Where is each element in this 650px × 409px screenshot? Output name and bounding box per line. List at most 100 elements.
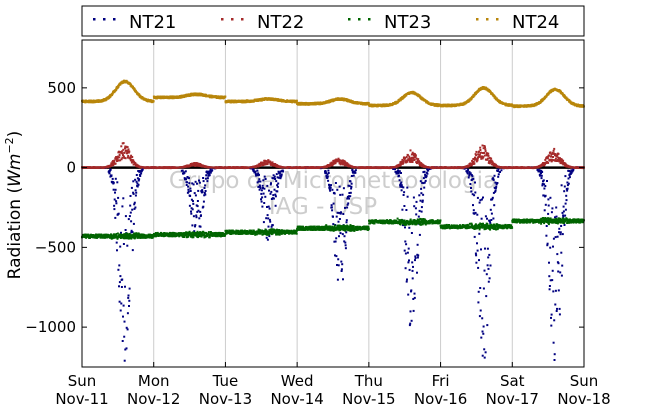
data-point bbox=[126, 244, 129, 247]
data-point bbox=[465, 226, 468, 228]
data-point bbox=[495, 228, 498, 231]
data-point bbox=[206, 235, 208, 238]
data-point bbox=[181, 234, 183, 236]
data-point bbox=[336, 278, 339, 281]
data-point bbox=[122, 304, 125, 307]
data-point bbox=[345, 228, 348, 231]
data-point bbox=[196, 205, 199, 208]
data-point bbox=[206, 177, 209, 180]
data-point bbox=[117, 159, 120, 162]
data-point bbox=[330, 204, 333, 207]
data-point bbox=[108, 172, 111, 175]
data-point bbox=[546, 242, 549, 245]
data-point bbox=[562, 205, 565, 208]
data-point bbox=[208, 235, 211, 237]
data-point bbox=[187, 185, 190, 188]
data-point bbox=[443, 227, 446, 230]
data-point bbox=[276, 184, 279, 187]
data-point bbox=[558, 157, 561, 160]
data-point bbox=[382, 221, 385, 224]
data-point bbox=[564, 202, 567, 205]
data-point bbox=[112, 188, 115, 191]
data-point bbox=[195, 214, 198, 217]
data-point bbox=[417, 158, 420, 161]
data-point bbox=[561, 211, 564, 214]
data-point bbox=[394, 170, 397, 173]
data-point bbox=[216, 232, 219, 235]
data-point bbox=[124, 348, 127, 351]
data-point bbox=[271, 161, 274, 164]
data-point bbox=[264, 228, 267, 231]
data-point bbox=[546, 160, 548, 163]
data-point bbox=[139, 236, 142, 239]
data-point bbox=[419, 223, 422, 226]
data-point bbox=[482, 147, 485, 150]
data-point bbox=[131, 156, 134, 158]
data-point bbox=[541, 184, 544, 187]
data-point bbox=[406, 159, 408, 162]
data-point bbox=[483, 228, 486, 231]
data-point bbox=[252, 169, 255, 172]
data-point bbox=[351, 169, 354, 172]
data-point bbox=[483, 145, 486, 147]
data-point bbox=[218, 232, 221, 235]
data-point bbox=[565, 164, 568, 166]
data-point bbox=[560, 158, 563, 161]
data-point bbox=[331, 188, 334, 191]
data-point bbox=[112, 164, 115, 167]
data-point bbox=[473, 194, 476, 197]
data-point bbox=[416, 218, 419, 221]
data-point bbox=[480, 248, 482, 251]
data-point bbox=[124, 215, 127, 218]
data-point bbox=[262, 187, 264, 189]
data-point bbox=[480, 223, 483, 225]
data-point bbox=[262, 163, 265, 166]
data-point bbox=[551, 159, 554, 162]
data-point bbox=[405, 209, 408, 211]
data-point bbox=[203, 236, 206, 239]
data-point bbox=[549, 279, 552, 282]
data-point bbox=[115, 158, 118, 161]
data-point bbox=[318, 226, 321, 228]
data-point bbox=[553, 147, 556, 150]
data-point bbox=[118, 156, 121, 159]
data-point bbox=[414, 207, 417, 210]
data-point bbox=[329, 229, 332, 232]
data-point bbox=[522, 220, 525, 223]
data-point bbox=[488, 253, 491, 256]
data-point bbox=[553, 221, 556, 224]
data-point bbox=[189, 195, 192, 197]
data-point bbox=[394, 168, 396, 171]
data-point bbox=[544, 203, 547, 206]
data-point bbox=[471, 224, 474, 227]
data-point bbox=[340, 211, 342, 214]
data-point bbox=[492, 177, 495, 180]
data-point bbox=[276, 185, 279, 188]
data-point bbox=[559, 221, 562, 224]
data-point bbox=[123, 359, 126, 362]
data-point bbox=[409, 218, 412, 221]
data-point bbox=[346, 197, 349, 200]
data-point bbox=[119, 159, 122, 162]
data-point bbox=[337, 220, 340, 223]
data-point bbox=[268, 235, 271, 238]
data-point bbox=[344, 241, 347, 244]
data-point bbox=[486, 324, 489, 327]
data-point bbox=[414, 255, 417, 258]
data-point bbox=[330, 164, 333, 167]
data-point bbox=[478, 315, 481, 318]
data-point bbox=[267, 217, 270, 220]
data-point bbox=[254, 233, 257, 236]
data-point bbox=[486, 158, 489, 161]
data-point bbox=[466, 172, 469, 175]
data-point bbox=[568, 176, 571, 179]
data-point bbox=[408, 226, 411, 229]
data-point bbox=[531, 218, 534, 221]
data-point bbox=[354, 171, 357, 174]
data-point bbox=[369, 221, 372, 224]
data-point bbox=[333, 192, 336, 195]
data-point bbox=[399, 182, 402, 185]
data-point bbox=[268, 233, 270, 236]
data-point bbox=[550, 153, 553, 156]
data-point bbox=[559, 271, 562, 274]
